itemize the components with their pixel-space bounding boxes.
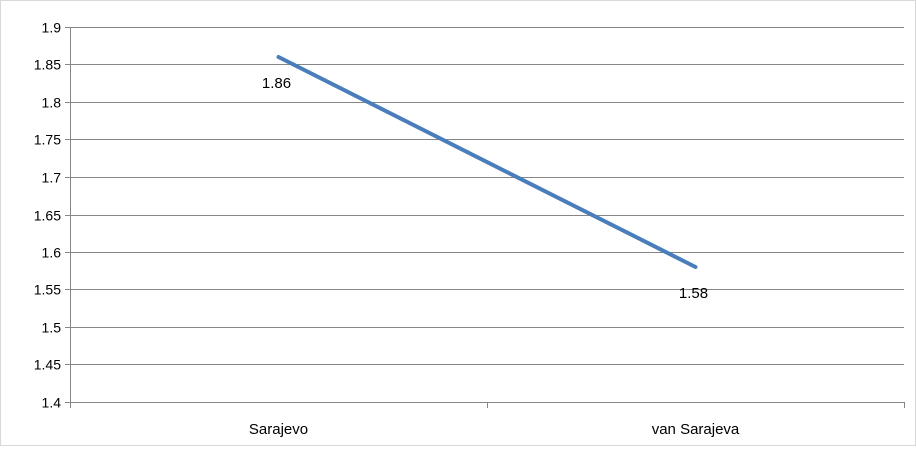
axes — [65, 27, 905, 408]
y-tick-label: 1.9 — [42, 20, 62, 36]
data-label: 1.58 — [679, 285, 708, 302]
x-tick-labels: Sarajevo van Sarajeva — [249, 421, 740, 438]
data-label: 1.86 — [262, 75, 291, 92]
y-tick-label: 1.4 — [42, 395, 62, 411]
series-lines — [278, 57, 695, 267]
y-tick-labels: 1.4 1.45 1.5 1.55 1.6 1.65 1.7 1.75 1.8 1.85 1.9 — [34, 20, 61, 411]
y-tick-label: 1.7 — [42, 170, 62, 186]
y-tick-label: 1.65 — [34, 208, 61, 224]
y-tick-label: 1.75 — [34, 132, 61, 148]
series-line — [279, 57, 696, 267]
gridlines — [70, 28, 904, 365]
y-tick-label: 1.8 — [42, 95, 62, 111]
y-tick-label: 1.55 — [34, 282, 61, 298]
y-tick-label: 1.6 — [42, 245, 62, 261]
y-tick-label: 1.5 — [42, 320, 62, 336]
data-labels: 1.86 1.58 — [262, 75, 708, 302]
x-tick-label: van Sarajeva — [652, 421, 740, 438]
y-tick-label: 1.85 — [34, 57, 61, 73]
y-tick-label: 1.45 — [34, 357, 61, 373]
x-tick-label: Sarajevo — [249, 421, 308, 438]
